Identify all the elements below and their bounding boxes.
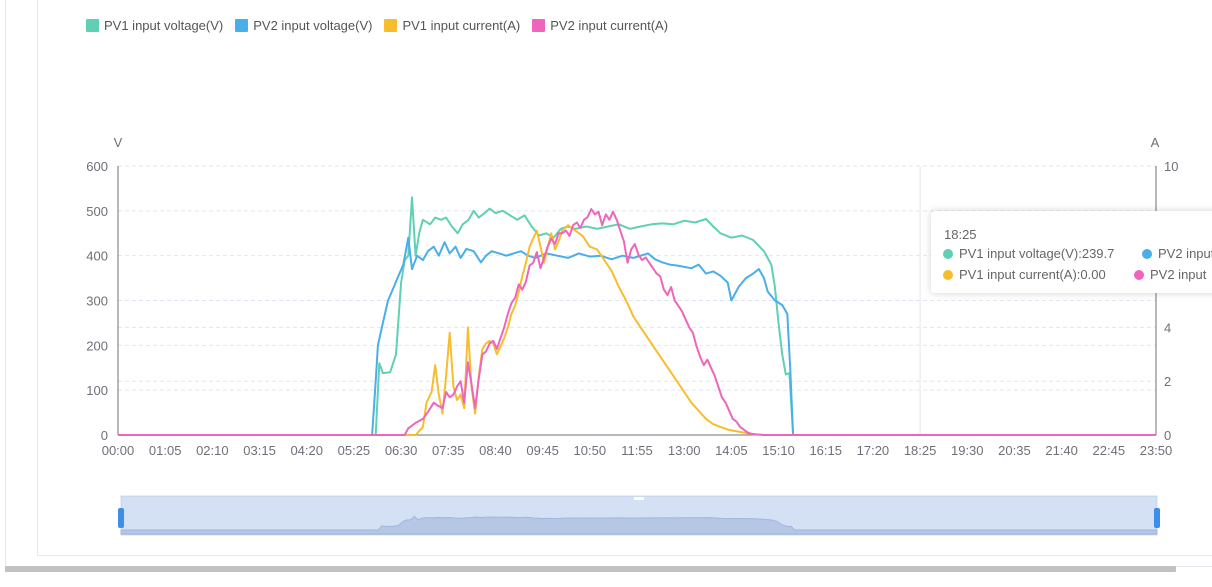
x-tick-label: 21:40 [1045, 443, 1078, 458]
y-axis-unit-left: V [114, 135, 123, 150]
x-tick-label: 05:25 [338, 443, 371, 458]
y-tick-label-left: 100 [86, 383, 108, 398]
x-tick-label: 15:10 [762, 443, 795, 458]
tooltip-row-pv2-current: PV2 input [1134, 267, 1206, 282]
chart-tooltip: 18:25 PV1 input voltage(V):239.7 PV2 inp… [931, 211, 1212, 293]
legend-item-pv1-current[interactable]: PV1 input current(A) [384, 18, 520, 33]
tooltip-value: PV1 input current(A):0.00 [959, 267, 1106, 282]
y-tick-label-right: 4 [1164, 320, 1171, 335]
tooltip-dot [943, 248, 953, 259]
legend-item-pv2-current[interactable]: PV2 input current(A) [532, 18, 668, 33]
zoom-handle-left[interactable] [118, 508, 124, 528]
y-tick-label-left: 0 [101, 428, 108, 443]
x-tick-label: 23:50 [1140, 443, 1173, 458]
y-tick-label-right: 10 [1164, 159, 1178, 174]
x-tick-label: 20:35 [998, 443, 1031, 458]
series-line [118, 196, 1156, 436]
tooltip-time: 18:25 [944, 227, 977, 242]
y-tick-label-left: 400 [86, 249, 108, 264]
tooltip-value: PV2 input [1150, 267, 1207, 282]
x-tick-label: 02:10 [196, 443, 229, 458]
legend-label: PV1 input current(A) [402, 18, 521, 33]
y-axis-unit-right: A [1151, 135, 1160, 150]
tooltip-row-pv1-voltage: PV1 input voltage(V):239.7 [943, 246, 1114, 261]
x-tick-label: 04:20 [290, 443, 323, 458]
x-tick-label: 10:50 [574, 443, 607, 458]
y-tick-label-right: 0 [1164, 428, 1171, 443]
tooltip-dot [943, 269, 953, 280]
tooltip-row-pv1-current: PV1 input current(A):0.00 [943, 267, 1106, 282]
series-line [118, 236, 1156, 436]
x-tick-label: 11:55 [621, 443, 653, 458]
tooltip-value: PV2 input [1158, 246, 1212, 261]
zoom-slider-preview [120, 515, 1158, 535]
y-tick-label-right: 2 [1164, 374, 1171, 389]
series-line [118, 208, 1156, 436]
x-tick-label: 14:05 [715, 443, 748, 458]
x-tick-label: 22:45 [1093, 443, 1126, 458]
y-tick-label-left: 500 [86, 204, 108, 219]
x-tick-label: 00:00 [102, 443, 135, 458]
x-tick-label: 19:30 [951, 443, 984, 458]
zoom-move-handle[interactable] [634, 497, 644, 500]
x-tick-label: 16:15 [809, 443, 842, 458]
legend-label: PV1 input voltage(V) [104, 18, 224, 33]
x-tick-label: 17:20 [857, 443, 890, 458]
x-tick-label: 01:05 [149, 443, 182, 458]
tooltip-dot [1142, 248, 1152, 259]
x-tick-label: 13:00 [668, 443, 701, 458]
legend-label: PV2 input current(A) [550, 18, 669, 33]
legend-item-pv2-voltage[interactable]: PV2 input voltage(V) [235, 18, 372, 33]
zoom-slider-selection [121, 496, 1157, 535]
zoom-handle-right[interactable] [1154, 508, 1160, 528]
x-tick-label: 08:40 [479, 443, 512, 458]
x-tick-label: 18:25 [904, 443, 937, 458]
chart-card [37, 0, 1212, 556]
series-line [118, 224, 1156, 436]
legend-label: PV2 input voltage(V) [253, 18, 373, 33]
legend-swatch [235, 19, 249, 32]
y-tick-label-left: 600 [86, 159, 108, 174]
legend-item-pv1-voltage[interactable]: PV1 input voltage(V) [86, 18, 223, 33]
tooltip-row-pv2-voltage: PV2 input [1142, 246, 1212, 261]
tooltip-dot [1134, 269, 1144, 280]
chart-legend: PV1 input voltage(V) PV2 input voltage(V… [86, 18, 668, 33]
y-tick-label-left: 300 [86, 294, 108, 309]
tooltip-value: PV1 input voltage(V):239.7 [959, 246, 1115, 261]
legend-swatch [532, 19, 546, 32]
horizontal-scrollbar[interactable] [5, 566, 1176, 572]
y-tick-label-left: 200 [86, 338, 108, 353]
legend-swatch [384, 19, 398, 32]
x-tick-label: 09:45 [526, 443, 559, 458]
x-tick-label: 06:30 [385, 443, 418, 458]
x-tick-label: 03:15 [243, 443, 276, 458]
legend-swatch [86, 19, 99, 32]
x-tick-label: 07:35 [432, 443, 465, 458]
